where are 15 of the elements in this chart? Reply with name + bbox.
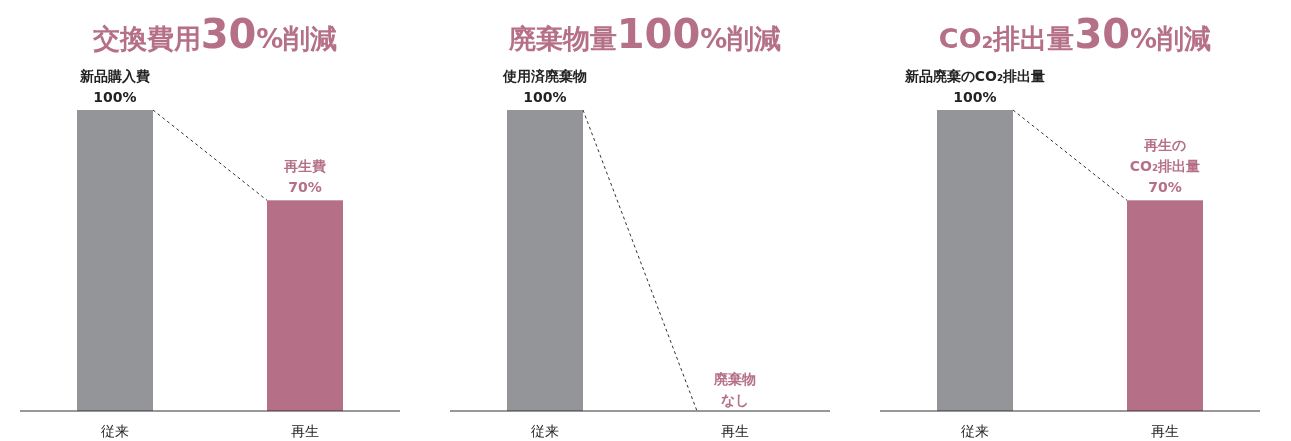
data-label: 使用済廃棄物 100%: [502, 68, 587, 105]
x-tick-label: 従来: [531, 423, 559, 439]
chart-title: 廃棄物量100%削減: [507, 11, 782, 57]
x-tick-label: 再生: [291, 423, 319, 439]
data-label: 再生費 70%: [283, 158, 326, 196]
data-label: 再生の CO₂排出量 70%: [1129, 137, 1201, 196]
x-tick-label: 従来: [101, 423, 129, 439]
x-tick-label: 再生: [721, 423, 749, 439]
data-label: 廃棄物なし: [713, 371, 756, 408]
x-tick-label: 再生: [1151, 423, 1179, 439]
x-tick-label: 従来: [961, 423, 989, 439]
data-label: 新品廃棄のCO₂排出量 100%: [903, 68, 1046, 105]
data-label: 新品購入費 100%: [79, 68, 150, 105]
chart-title: CO₂排出量30%削減: [938, 11, 1212, 57]
chart-title: 交換費用30%削減: [91, 11, 338, 57]
